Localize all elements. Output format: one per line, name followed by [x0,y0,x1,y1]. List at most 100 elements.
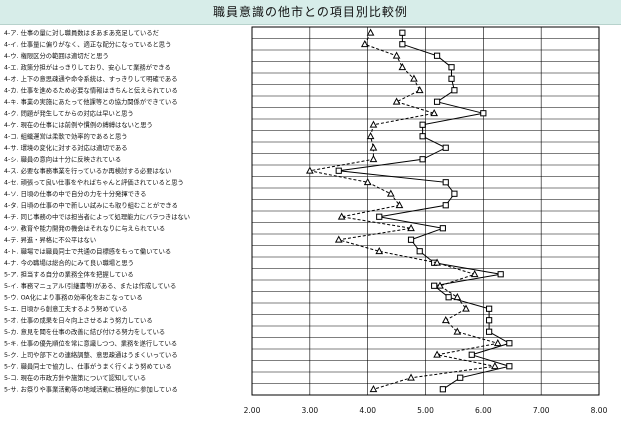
series-2-point [433,258,441,266]
series-1-point [419,156,426,163]
series-2-point [375,246,384,255]
category-labels: 4-ア. 仕事の量に対し職員数はまあまあ充足しているだ 4-イ. 仕事量に偏りがな… [4,28,190,394]
series-1-point [419,121,426,128]
series-1-point [442,179,449,186]
series-1-point [433,52,441,59]
series-2-line [309,32,498,390]
series-1-point [407,236,415,243]
x-tick-label: 8.00 [591,406,608,415]
series-2-point [369,384,378,393]
category-label: 4-キ. 事業の実施にあたって他課等との協力関係ができている [4,97,178,106]
category-label: 4-カ. 仕事を進めるため必要な情報はきちんと伝えられている [4,86,178,95]
category-label: 4-コ. 組織運営は柔軟で効率的であると思う [4,132,128,141]
chart-title-box: 職員意識の他市との項目別比較例 [0,0,621,25]
series-1-point [439,225,446,232]
category-label: 5-ク. 上司や部下との連絡調整、意思疎通はうまくいっている [4,350,178,359]
category-label: 4-シ. 職員の意向は十分に反映されている [4,155,121,164]
grid-lines [252,27,599,395]
series-1-point [399,29,406,36]
series-2-point [369,143,378,151]
series-2-point [337,212,346,220]
series-1-point [451,87,458,94]
series-1-point [486,317,493,324]
x-tick-label: 3.00 [301,406,318,415]
series-1-point [445,294,452,301]
category-label: 5-キ. 仕事の優先順位を常に意識しつつ、業務を遂行している [4,339,177,348]
category-label: 4-サ. 環境の変化に対する対応は適切である [4,143,128,152]
series-2-point [392,51,401,59]
series-1-point [486,305,493,312]
series-2-point [360,39,369,48]
category-label: 4-ウ. 権限区分の範囲は適切だと思う [4,51,109,60]
series-2-point [395,200,404,209]
category-label: 5-カ. 意見を聞を仕事の改善に結び付ける努力をしている [4,327,165,336]
series-1-point [497,271,504,278]
category-label: 4-オ. 上下の意思疎通や命令系統は、すっきりして明確である [4,74,178,83]
category-label: 4-タ. 日頃の仕事の中で新しい試みにも取り組むことができる [4,201,178,210]
series-2-point [453,327,462,335]
category-label: 4-テ. 昇進・昇格に不公平はない [4,235,96,244]
category-label: 4-チ. 同じ事務の中では担当者によって処理能力にバラつきはない [4,212,190,221]
series-2-point [407,223,415,232]
category-label: 5-エ. 日頃から創意工夫するよう努めている [4,304,128,313]
category-label: 5-サ. お祭りや事業活動等の地域活動に積極的に参加している [4,385,178,394]
category-label: 4-セ. 頑張って良い仕事をやればちゃんと評価されていると思う [4,178,184,187]
category-label: 4-ナ. 今の職場は総合的にみて良い職場と思う [4,258,134,267]
category-label: 4-ト. 職場では職員同士で共通の目標感をもって働いている [4,247,171,256]
series-1-point [448,64,455,71]
series-1-point [457,374,464,381]
series-2-point [430,108,439,117]
series-1-point [416,248,423,255]
series-1-point [439,386,446,393]
series-1-point [399,41,406,48]
series-2-point [415,85,424,94]
series-1-point [486,328,493,335]
series-2-point [491,361,499,370]
chart-title: 職員意識の他市との項目別比較例 [213,5,408,19]
category-label: 5-オ. 仕事の成果を日々向上させるよう努力している [4,316,153,325]
series-2-point [398,62,407,71]
series-2-point [369,154,378,163]
series-2-point [407,373,415,381]
x-tick-label: 7.00 [533,406,550,415]
series-1-point [506,363,513,370]
series-1-point [335,167,342,174]
series-1-point [376,213,383,220]
series-2-point [436,281,444,289]
category-label: 4-エ. 政策分担がはっきりしており、安心して業務ができる [4,63,171,72]
x-tick-labels: 2.00 3.00 4.00 5.00 6.00 7.00 8.00 [244,406,608,415]
series-2-point [470,269,479,278]
category-label: 4-ツ. 教育や能力開発の機会はそれなりに与えられている [4,224,165,233]
series-2-point [366,28,375,36]
series-1-point [442,202,449,209]
series-2-point [366,131,375,140]
category-label: 4-イ. 仕事量に偏りがなく、適正な配分になっていると思う [4,40,171,49]
category-label: 4-ク. 問題が発生してからの対応は早いと思う [4,109,134,118]
series-1-point [442,144,449,151]
series-2-point [369,120,378,128]
x-tick-label: 4.00 [359,406,376,415]
x-tick-label: 2.00 [244,406,261,415]
category-label: 5-ア. 担当する自分の業務全体を把握している [4,270,134,279]
series-2-point [453,292,462,301]
series-1-point [433,98,441,105]
category-label: 4-ソ. 日頃の仕事の中で自分の力を十分発揮できる [4,189,146,198]
series-2-point [305,166,314,174]
series-2-point [462,304,470,312]
series-2-point [363,177,372,186]
category-label: 5-ケ. 職員同士で協力し、仕事がうまく行くよう努めている [4,362,172,371]
series-2-point [493,338,502,347]
category-label: 5-コ. 現在の市政方針や施策について認知している [4,373,146,382]
series-1-point [419,133,426,140]
series-1-point [506,340,513,347]
series-1-point [480,110,487,117]
category-label: 5-ウ. OA化により事務の効率化をおこなっている [4,293,143,302]
series-2-point [392,97,401,105]
category-label: 4-ス. 必要な事務事業を行っているか再検討する必要はない [4,166,171,175]
x-tick-label: 5.00 [417,406,434,415]
series-2-point [441,315,450,324]
series-1-point [468,351,475,358]
category-label: 5-イ. 事務マニュアル(引継書等)がある、または作成している [4,281,176,290]
series-2-point [433,350,441,358]
series-1-point [448,75,455,82]
